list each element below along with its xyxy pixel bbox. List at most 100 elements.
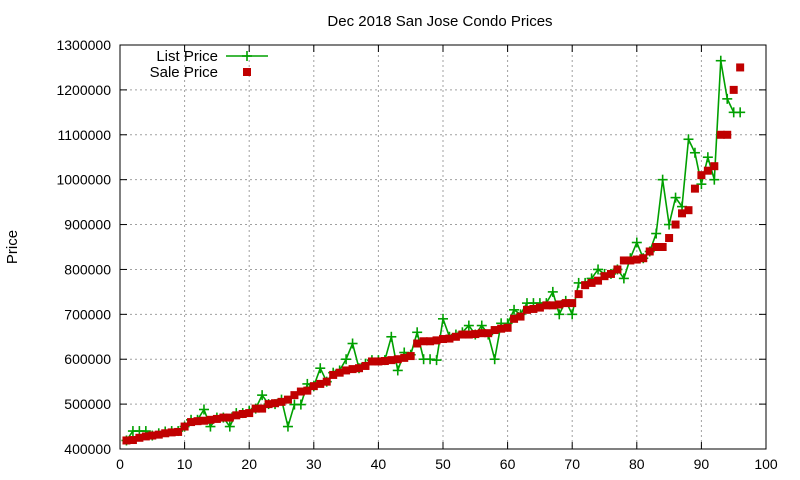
list-price-point <box>425 354 436 365</box>
list-price-point <box>689 147 700 158</box>
list-price-point <box>547 286 558 297</box>
list-price-point <box>567 309 578 320</box>
list-price-point <box>392 365 403 376</box>
sale-price-point <box>497 324 506 333</box>
sale-price-point <box>232 411 241 420</box>
list-price-point <box>593 264 604 275</box>
sale-price-point <box>432 336 441 345</box>
sale-price-point <box>355 364 364 373</box>
sale-price-point <box>464 330 473 339</box>
sale-price-point <box>400 353 409 362</box>
data-series <box>121 55 746 446</box>
sale-price-point <box>568 299 577 308</box>
sale-price-point <box>303 386 312 395</box>
y-tick-label: 1200000 <box>56 82 111 98</box>
sale-price-point <box>413 339 422 348</box>
sale-price-point <box>238 409 247 418</box>
sale-price-point <box>652 243 661 251</box>
list-price-point <box>670 192 681 203</box>
sale-price-point <box>716 130 725 139</box>
x-tick-label: 70 <box>564 456 580 472</box>
y-axis-label: Price <box>4 230 21 264</box>
y-tick-label: 500000 <box>64 396 111 412</box>
list-price-point <box>315 363 326 374</box>
y-tick-label: 1000000 <box>56 172 111 188</box>
sale-price-point <box>219 413 228 422</box>
sale-price-point <box>451 332 460 341</box>
sale-price-point <box>199 416 208 425</box>
sale-price-point <box>122 436 131 445</box>
list-price-point <box>709 174 720 185</box>
list-price-point <box>696 179 707 190</box>
sale-price-point <box>710 162 719 171</box>
y-tick-label: 1300000 <box>56 37 111 53</box>
y-tick-label: 1100000 <box>58 127 112 143</box>
sale-price-point <box>535 303 544 312</box>
sale-price-point <box>271 399 280 408</box>
sale-price-point <box>154 430 163 439</box>
sale-price-point <box>477 329 486 338</box>
list-price-point <box>735 107 746 118</box>
sale-price-point <box>684 206 693 215</box>
x-tick-label: 40 <box>371 456 387 472</box>
x-tick-label: 80 <box>629 456 645 472</box>
y-tick-label: 600000 <box>64 351 111 367</box>
sale-price-point <box>678 209 687 218</box>
sale-price-point <box>574 290 583 299</box>
list-price-point <box>386 331 397 342</box>
sale-price-point <box>251 404 260 413</box>
sale-price-point <box>141 432 150 441</box>
sale-price-point <box>419 337 428 346</box>
sale-price-point <box>367 357 376 366</box>
x-tick-label: 50 <box>435 456 451 472</box>
list-price-point <box>657 174 668 185</box>
sale-price-point <box>600 272 609 281</box>
sale-price-point <box>529 304 538 313</box>
sale-price-point <box>426 337 435 346</box>
x-tick-label: 10 <box>177 456 193 472</box>
sale-price-point <box>309 382 318 391</box>
sale-price-point <box>510 314 519 323</box>
sale-price-point <box>128 436 137 445</box>
sale-price-point <box>329 370 338 379</box>
list-price-point <box>282 421 293 432</box>
sale-price-point <box>471 330 480 339</box>
sale-price-point <box>626 256 635 265</box>
x-tick-label: 30 <box>306 456 322 472</box>
sale-price-point <box>639 254 648 263</box>
sale-price-point <box>542 301 551 310</box>
sale-price-point <box>503 323 512 332</box>
sale-price-point <box>187 418 196 427</box>
chart-title: Dec 2018 San Jose Condo Prices <box>327 13 552 30</box>
sale-price-point <box>174 427 183 436</box>
grid-lines <box>120 45 766 449</box>
list-price-point <box>651 228 662 239</box>
sale-price-point <box>516 312 525 321</box>
x-tick-label: 0 <box>116 456 124 472</box>
sale-price-point <box>264 400 273 409</box>
sale-price-point <box>703 166 712 175</box>
x-tick-label: 100 <box>754 456 778 472</box>
list-price-point <box>341 354 352 365</box>
sale-price-point <box>348 365 357 374</box>
legend-marker-list-price <box>242 51 252 61</box>
sale-price-point <box>645 247 654 256</box>
sale-price-point <box>581 281 590 290</box>
sale-price-point <box>380 357 389 366</box>
list-price-point <box>476 320 487 331</box>
x-tick-label: 60 <box>500 456 516 472</box>
sale-price-point <box>296 387 305 396</box>
list-price-point <box>347 338 358 349</box>
sale-price-point <box>206 415 215 424</box>
sale-price-point <box>387 356 396 365</box>
legend-label-list-price: List Price <box>156 48 218 65</box>
sale-price-point <box>445 334 454 343</box>
sale-price-point <box>690 184 699 193</box>
list-price-point <box>618 273 629 284</box>
sale-price-point <box>290 391 299 400</box>
list-price-point <box>463 320 474 331</box>
sale-price-point <box>406 352 415 361</box>
sale-price-point <box>283 395 292 404</box>
list-price-point <box>722 93 733 104</box>
